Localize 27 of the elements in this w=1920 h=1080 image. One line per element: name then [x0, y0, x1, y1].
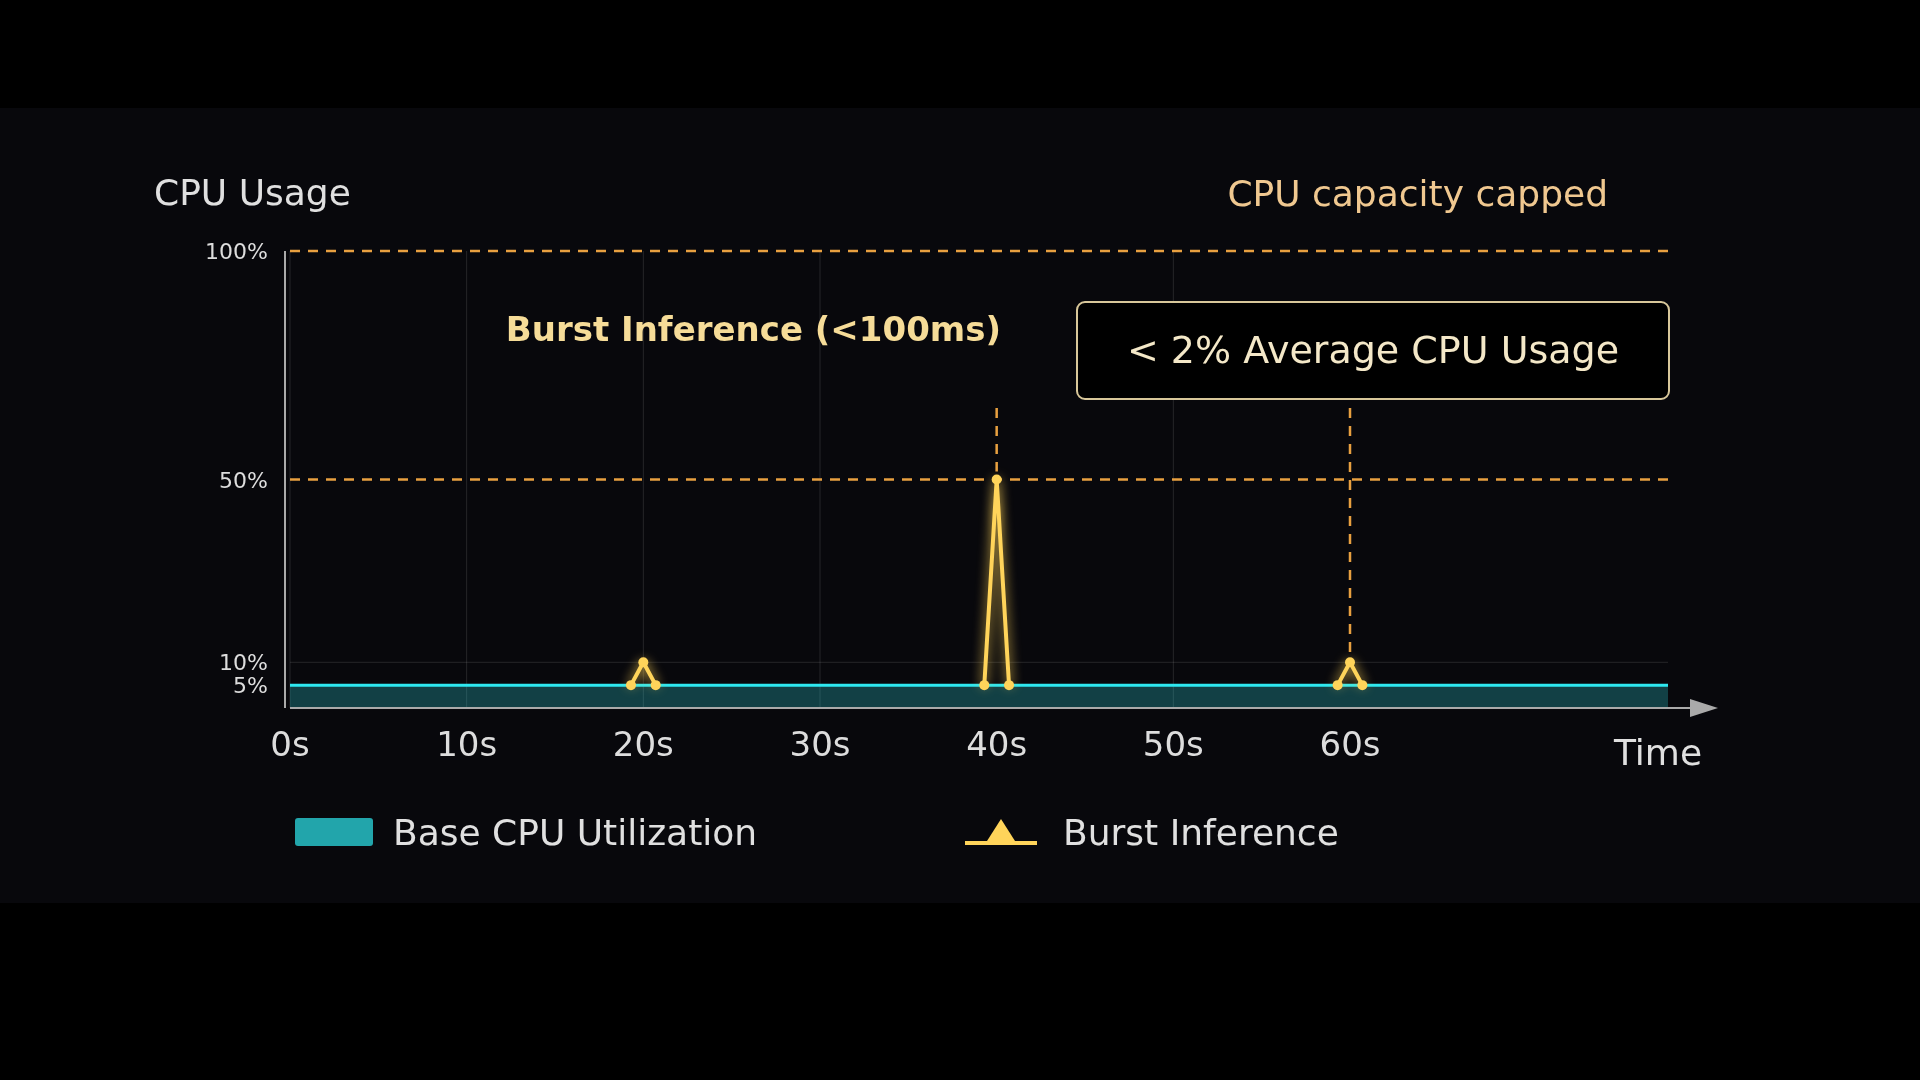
- legend-label: Base CPU Utilization: [393, 812, 758, 853]
- x-tick-label: 20s: [612, 724, 674, 764]
- y-tick-label: 50%: [219, 467, 268, 493]
- y-axis-title: CPU Usage: [154, 172, 351, 213]
- point: [1345, 657, 1355, 668]
- x-tick-label: 40s: [966, 724, 1028, 764]
- annotation: < 2% Average CPU Usage: [1126, 328, 1620, 372]
- x-axis-title: Time: [1612, 732, 1703, 773]
- point: [1332, 680, 1343, 691]
- y-tick-label: 5%: [233, 673, 268, 699]
- x-tick-label: 0s: [270, 724, 310, 764]
- x-tick-label: 30s: [789, 724, 851, 764]
- point: [979, 680, 990, 691]
- point: [638, 657, 649, 668]
- point: [1357, 680, 1368, 691]
- y-tick-label: 100%: [205, 239, 268, 264]
- point: [1004, 680, 1015, 691]
- y-tick-label: 10%: [219, 650, 268, 676]
- x-tick-label: 60s: [1319, 724, 1381, 764]
- ref-line-label: CPU capacity capped: [1227, 173, 1608, 214]
- x-tick-label: 10s: [436, 724, 498, 764]
- point: [650, 680, 661, 691]
- point: [991, 474, 1002, 485]
- point: [625, 680, 636, 691]
- legend-label: Burst Inference: [1063, 812, 1339, 853]
- x-tick-label: 50s: [1142, 724, 1204, 764]
- annotation: Burst Inference (<100ms): [505, 309, 1001, 349]
